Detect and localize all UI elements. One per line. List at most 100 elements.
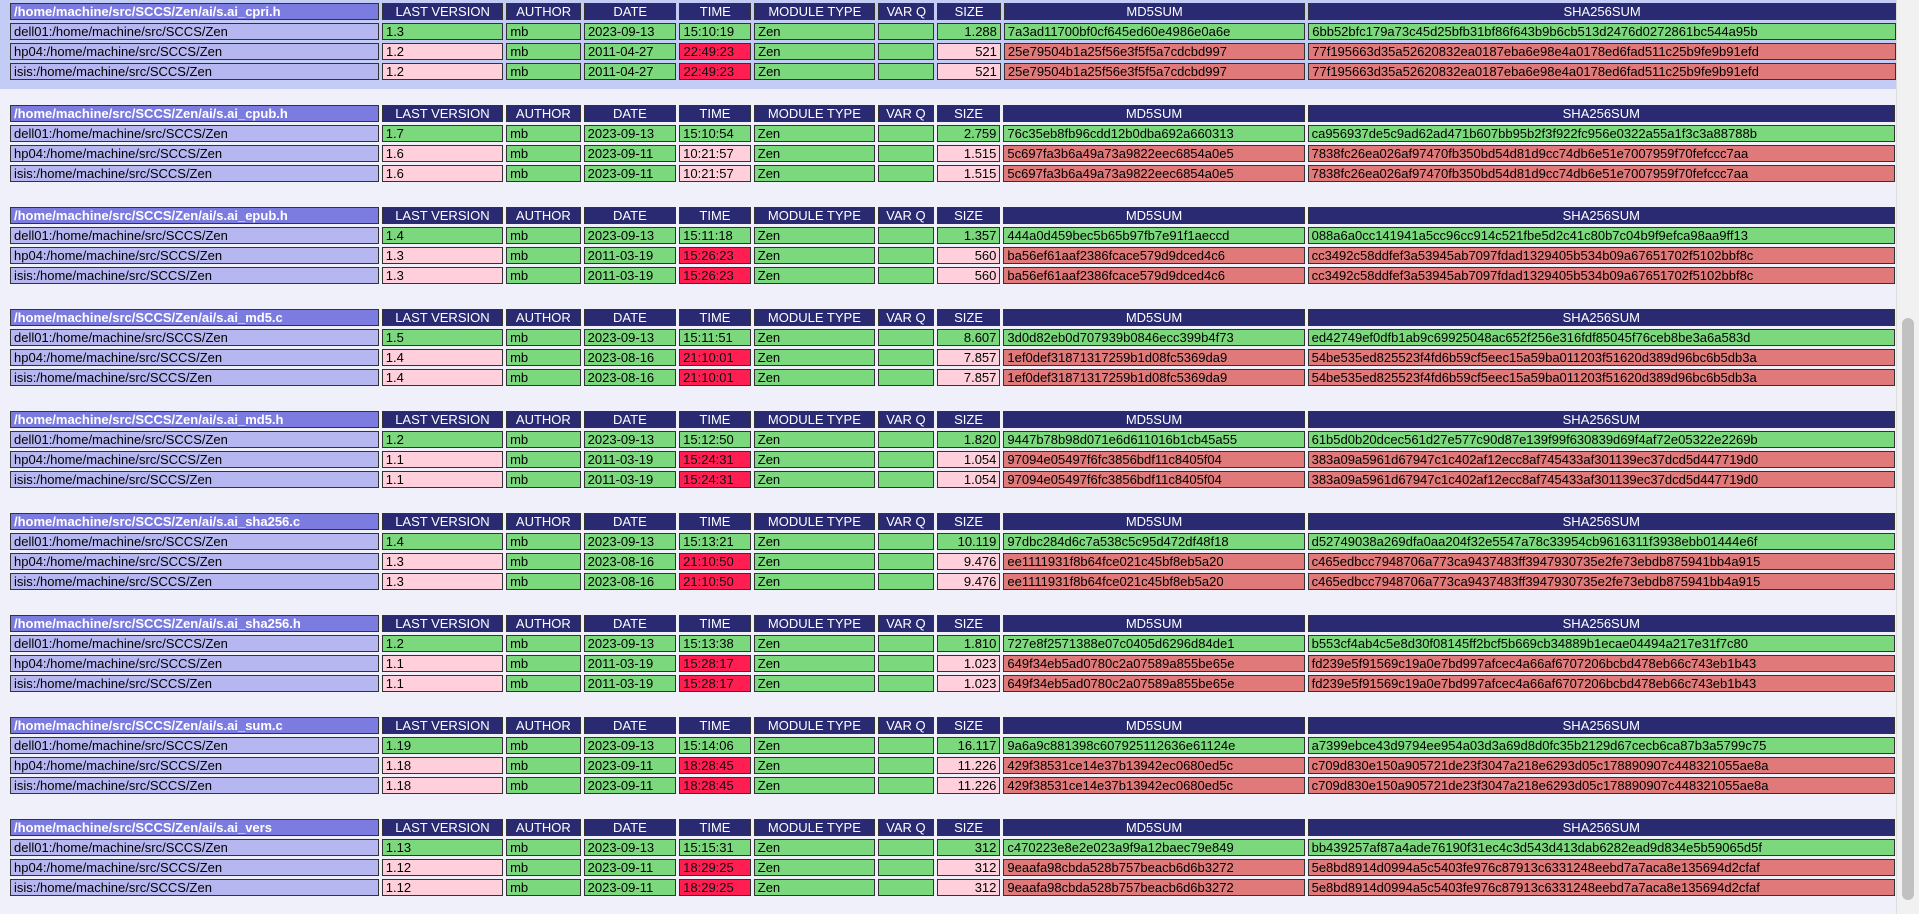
vertical-scrollbar[interactable]: [1896, 0, 1919, 914]
column-header-last-version: LAST VERSION: [381, 309, 504, 326]
date-cell: 2023-09-13: [583, 839, 677, 856]
column-header-var-q: VAR Q: [878, 513, 934, 530]
host-path-cell: hp04:/home/machine/src/SCCS/Zen: [10, 553, 379, 570]
table-row: dell01:/home/machine/src/SCCS/Zen 1.19 mb 2…: [10, 737, 1896, 754]
size-cell: 1.810: [936, 635, 1001, 652]
size-cell: 1.357: [936, 227, 1001, 244]
table-row: hp04:/home/machine/src/SCCS/Zen 1.3 mb 2023…: [10, 553, 1896, 570]
md5-cell: c470223e8e2e023a9f9a12baec79e849: [1003, 839, 1305, 856]
time-cell: 22:49:23: [679, 63, 752, 80]
table-row: hp04:/home/machine/src/SCCS/Zen 1.1 mb 2011…: [10, 655, 1896, 672]
column-header-md5: MD5SUM: [1003, 717, 1305, 734]
size-cell: 2.759: [936, 125, 1001, 142]
column-header-sha256: SHA256SUM: [1307, 411, 1896, 428]
var-q-cell: [878, 757, 934, 774]
table-row: isis:/home/machine/src/SCCS/Zen 1.2 mb 2011…: [10, 63, 1896, 80]
var-q-cell: [878, 431, 934, 448]
table-row: isis:/home/machine/src/SCCS/Zen 1.12 mb 202…: [10, 879, 1896, 896]
column-header-md5: MD5SUM: [1003, 513, 1305, 530]
var-q-cell: [878, 839, 934, 856]
module-type-cell: Zen: [753, 247, 876, 264]
date-cell: 2011-03-19: [583, 451, 677, 468]
module-type-cell: Zen: [753, 329, 876, 346]
sha256-cell: 77f195663d35a52620832ea0187eba6e98e4a017…: [1308, 63, 1896, 80]
time-cell: 10:21:57: [679, 165, 751, 182]
table-row: dell01:/home/machine/src/SCCS/Zen 1.13 mb 2…: [10, 839, 1896, 856]
column-header-var-q: VAR Q: [878, 3, 935, 20]
table-row: dell01:/home/machine/src/SCCS/Zen 1.4 mb 20…: [10, 533, 1896, 550]
column-header-sha256: SHA256SUM: [1307, 309, 1896, 326]
date-cell: 2023-09-13: [583, 533, 677, 550]
author-cell: mb: [506, 267, 581, 284]
column-header-sha256: SHA256SUM: [1307, 615, 1896, 632]
time-cell: 18:29:25: [679, 859, 751, 876]
module-type-cell: Zen: [753, 553, 876, 570]
md5-cell: 25e79504b1a25f56e3f5f5a7cdcbd997: [1003, 43, 1306, 60]
sha256-cell: 54be535ed825523f4fd6b59cf5eec15a59ba0112…: [1307, 369, 1896, 386]
sha256-cell: 77f195663d35a52620832ea0187eba6e98e4a017…: [1308, 43, 1896, 60]
column-header-sha256: SHA256SUM: [1308, 3, 1896, 20]
var-q-cell: [878, 23, 935, 40]
var-q-cell: [878, 655, 934, 672]
column-header-last-version: LAST VERSION: [381, 105, 504, 122]
size-cell: 312: [936, 839, 1001, 856]
table-row: isis:/home/machine/src/SCCS/Zen 1.6 mb 2023…: [10, 165, 1896, 182]
column-header-time: TIME: [679, 3, 752, 20]
file-group: /home/machine/src/SCCS/Zen/ai/s.ai_md5.c…: [10, 293, 1896, 395]
column-header-size: SIZE: [936, 717, 1001, 734]
var-q-cell: [878, 43, 935, 60]
table-row: dell01:/home/machine/src/SCCS/Zen 1.4 mb 20…: [10, 227, 1896, 244]
column-header-module-type: MODULE TYPE: [753, 615, 876, 632]
size-cell: 1.023: [936, 655, 1001, 672]
sha256-cell: a7399ebce43d9794ee954a03d3a69d8d0fc35b21…: [1307, 737, 1896, 754]
table-row: isis:/home/machine/src/SCCS/Zen 1.1 mb 2011…: [10, 675, 1896, 692]
var-q-cell: [878, 879, 934, 896]
author-cell: mb: [506, 43, 581, 60]
module-type-cell: Zen: [753, 227, 876, 244]
group-header-row: /home/machine/src/SCCS/Zen/ai/s.ai_sha25…: [10, 615, 1896, 632]
sha256-cell: c709d830e150a905721de23f3047a218e6293d05…: [1307, 757, 1896, 774]
author-cell: mb: [506, 145, 581, 162]
column-header-size: SIZE: [936, 615, 1001, 632]
date-cell: 2011-03-19: [583, 247, 677, 264]
column-header-var-q: VAR Q: [878, 207, 934, 224]
column-header-last-version: LAST VERSION: [381, 513, 504, 530]
scrollbar-thumb[interactable]: [1902, 318, 1914, 900]
sha256-cell: 088a6a0cc141941a5cc96cc914c521fbe5d2c41c…: [1307, 227, 1896, 244]
date-cell: 2023-09-13: [583, 635, 677, 652]
column-header-var-q: VAR Q: [878, 105, 934, 122]
time-cell: 21:10:01: [679, 349, 751, 366]
column-header-size: SIZE: [936, 513, 1001, 530]
column-header-date: DATE: [583, 3, 677, 20]
date-cell: 2023-08-16: [583, 573, 677, 590]
time-cell: 15:24:31: [679, 451, 751, 468]
time-cell: 22:49:23: [679, 43, 752, 60]
host-path-cell: dell01:/home/machine/src/SCCS/Zen: [10, 533, 379, 550]
column-header-author: AUTHOR: [506, 207, 581, 224]
module-type-cell: Zen: [753, 655, 876, 672]
column-header-author: AUTHOR: [506, 513, 581, 530]
table-row: dell01:/home/machine/src/SCCS/Zen 1.2 mb 20…: [10, 431, 1896, 448]
time-cell: 15:13:38: [679, 635, 751, 652]
md5-cell: ba56ef61aaf2386fcace579d9dced4c6: [1003, 267, 1305, 284]
column-header-md5: MD5SUM: [1003, 819, 1305, 836]
author-cell: mb: [506, 757, 581, 774]
author-cell: mb: [506, 839, 581, 856]
column-header-size: SIZE: [937, 3, 1001, 20]
file-group: /home/machine/src/SCCS/Zen/ai/s.ai_md5.h…: [10, 395, 1896, 497]
version-cell: 1.2: [381, 431, 504, 448]
table-row: dell01:/home/machine/src/SCCS/Zen 1.2 mb 20…: [10, 635, 1896, 652]
author-cell: mb: [506, 777, 581, 794]
column-header-last-version: LAST VERSION: [381, 207, 504, 224]
var-q-cell: [878, 369, 934, 386]
time-cell: 10:21:57: [679, 145, 751, 162]
host-path-cell: dell01:/home/machine/src/SCCS/Zen: [10, 839, 379, 856]
column-header-time: TIME: [679, 309, 751, 326]
size-cell: 1.515: [936, 145, 1001, 162]
author-cell: mb: [506, 859, 581, 876]
module-type-cell: Zen: [753, 859, 876, 876]
column-header-var-q: VAR Q: [878, 819, 934, 836]
file-path-header: /home/machine/src/SCCS/Zen/ai/s.ai_sum.c: [10, 717, 379, 734]
column-header-date: DATE: [583, 513, 677, 530]
group-header-row: /home/machine/src/SCCS/Zen/ai/s.ai_md5.c…: [10, 309, 1896, 326]
